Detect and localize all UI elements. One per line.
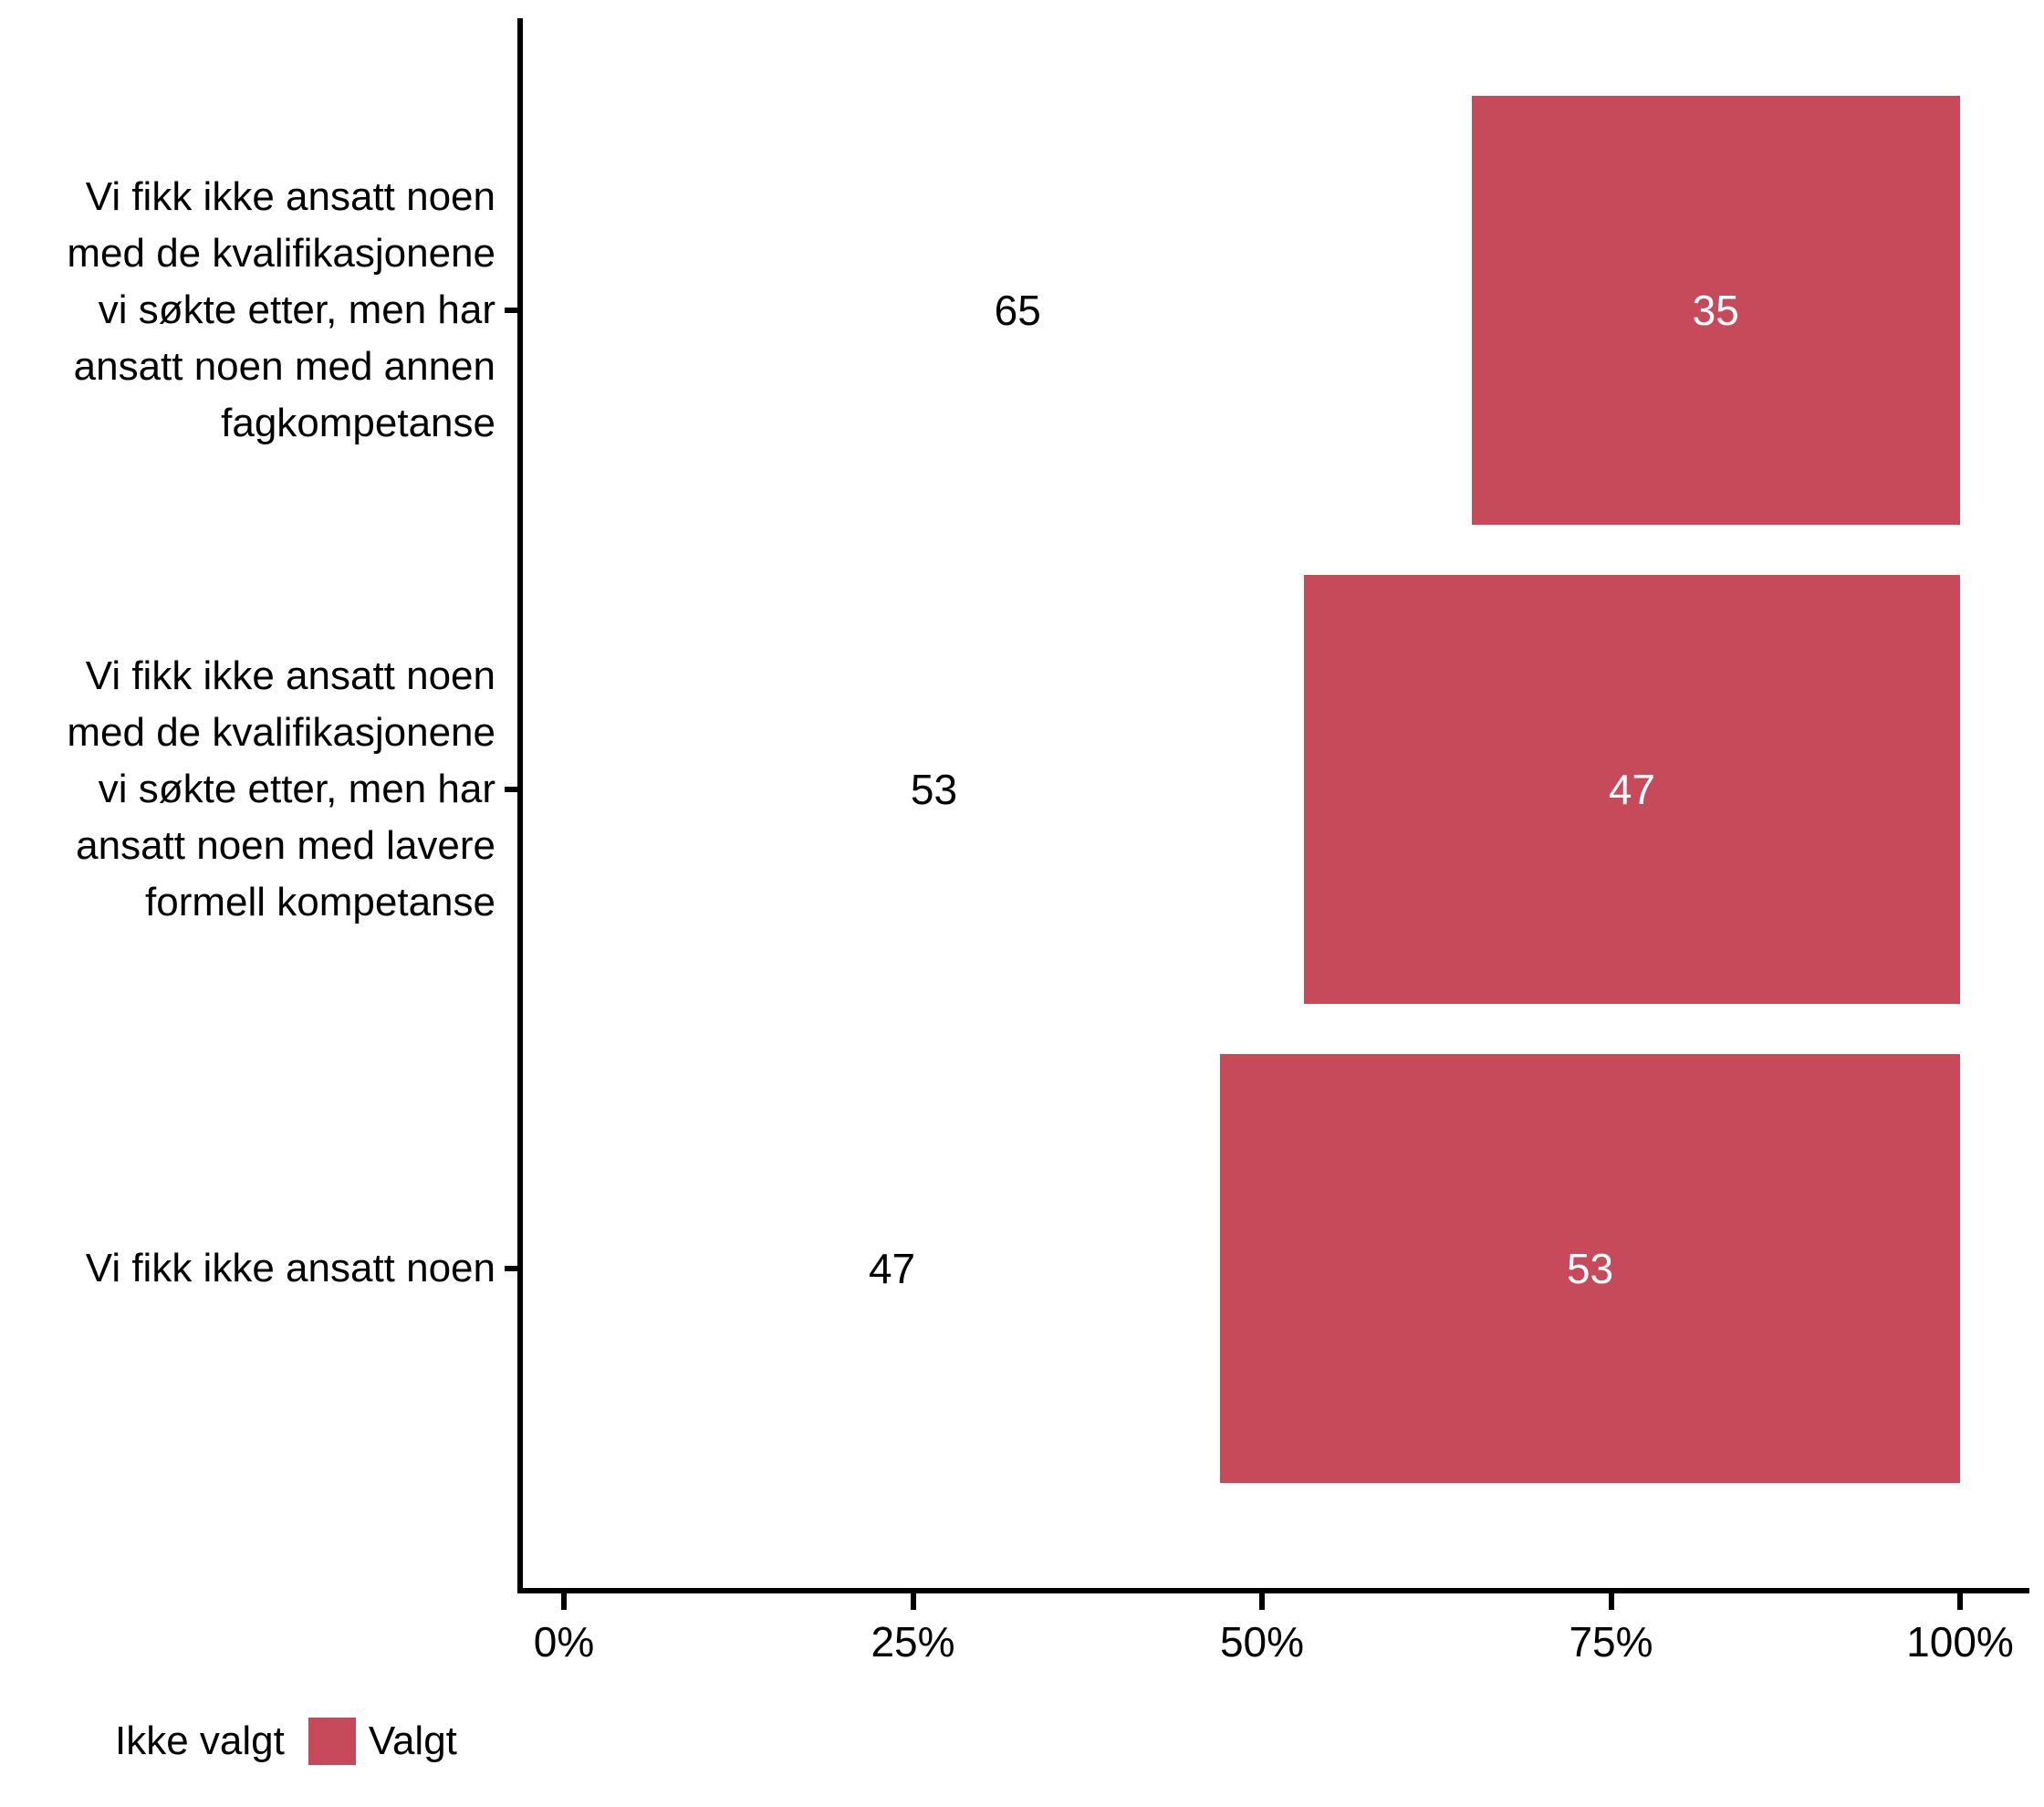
bar-segment-ikke-valgt: 53: [564, 575, 1304, 1004]
value-label: 53: [910, 766, 958, 813]
legend-label: Valgt: [368, 1718, 457, 1763]
bar-segment-valgt: 47: [1303, 575, 1960, 1004]
x-axis-tick: [910, 1593, 916, 1610]
bar-segment-ikke-valgt: 65: [564, 96, 1472, 525]
bar-segment-ikke-valgt: 47: [564, 1054, 1220, 1483]
category-label: Vi fikk ikke ansatt noen med de kvalifik…: [67, 174, 495, 445]
value-label: 47: [1608, 766, 1656, 813]
value-label: 47: [868, 1245, 916, 1292]
legend: Ikke valgt Valgt: [55, 1718, 457, 1765]
bar-row: 47 53: [0, 1054, 2044, 1483]
value-label: 35: [1692, 287, 1739, 334]
bar-segment-valgt: 53: [1220, 1054, 1960, 1483]
x-axis-tick-label: 75%: [1569, 1618, 1653, 1666]
bar-row: 65 35: [0, 96, 2044, 525]
x-axis-tick: [1259, 1593, 1265, 1610]
value-label: 53: [1566, 1245, 1614, 1292]
x-axis-tick-label: 100%: [1906, 1618, 2014, 1666]
legend-item-valgt: Valgt: [308, 1718, 457, 1765]
x-axis-tick-label: 25%: [871, 1618, 955, 1666]
x-axis-tick: [1957, 1593, 1963, 1610]
category-label: Vi fikk ikke ansatt noen med de kvalifik…: [67, 653, 495, 924]
y-axis-tick: [505, 787, 517, 792]
x-axis-tick-label: 0%: [533, 1618, 595, 1666]
legend-swatch-valgt: [308, 1718, 356, 1765]
value-label: 65: [994, 287, 1041, 334]
category-label: Vi fikk ikke ansatt noen: [85, 1246, 495, 1290]
legend-swatch-ikke-valgt: [55, 1718, 102, 1765]
y-axis-tick: [505, 308, 517, 313]
x-axis-line: [517, 1588, 2029, 1593]
x-axis-tick: [561, 1593, 567, 1610]
y-axis-tick: [505, 1266, 517, 1271]
x-axis-tick-label: 50%: [1219, 1618, 1305, 1666]
legend-label: Ikke valgt: [115, 1718, 285, 1763]
x-axis-tick: [1608, 1593, 1614, 1610]
y-axis-line: [517, 18, 523, 1593]
bar-row: 53 47: [0, 575, 2044, 1004]
bar-segment-valgt: 35: [1471, 96, 1960, 525]
legend-item-ikke-valgt: Ikke valgt: [55, 1718, 285, 1765]
